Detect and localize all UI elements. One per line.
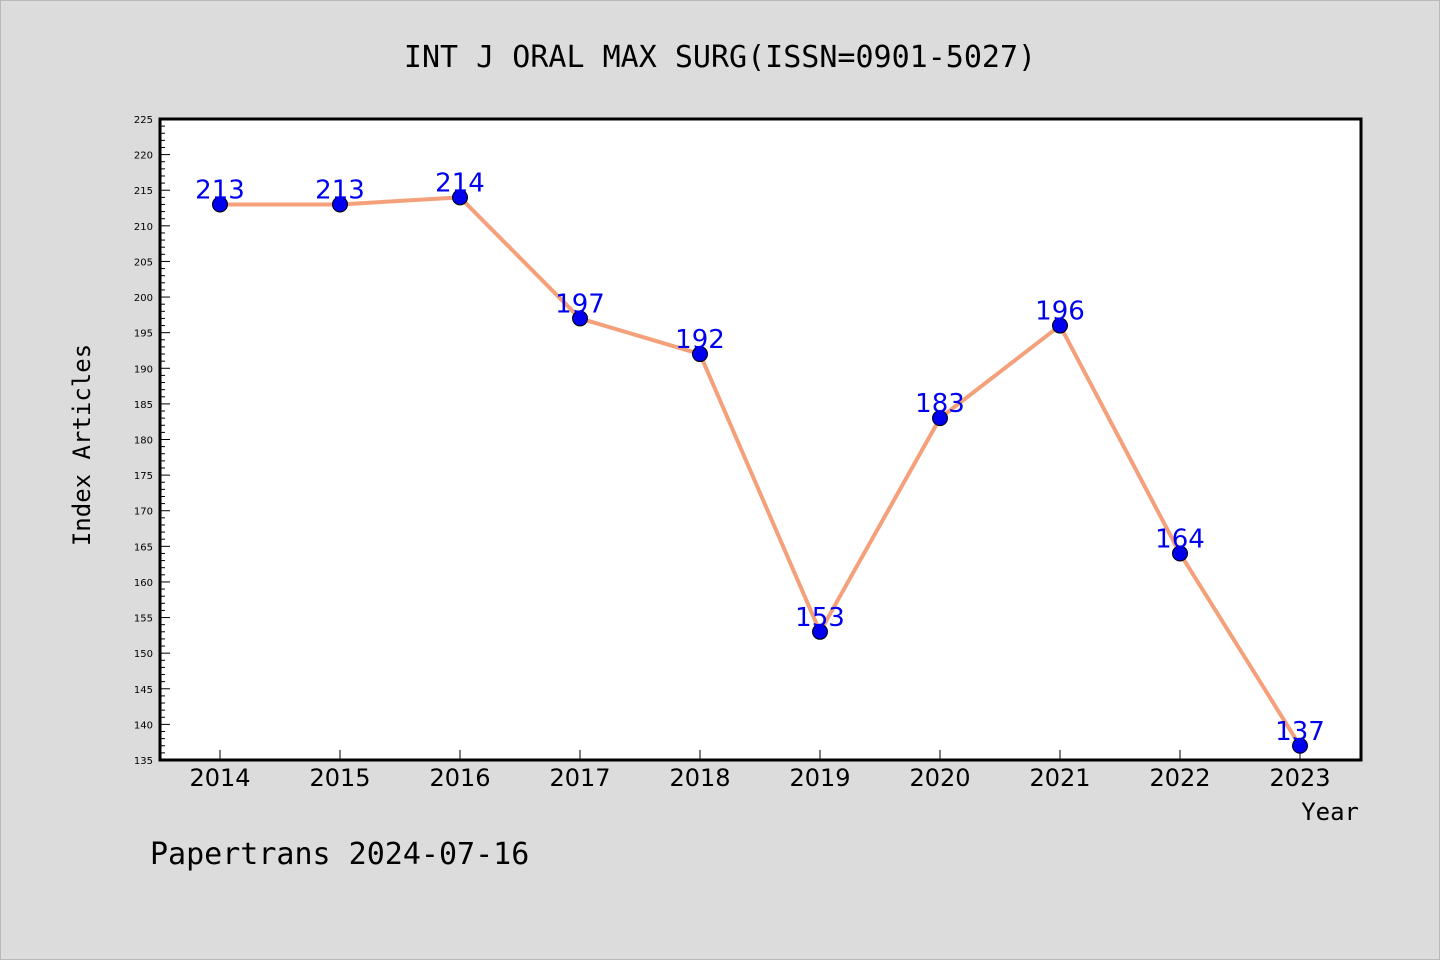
y-axis-title: Index Articles xyxy=(68,344,96,546)
data-label: 213 xyxy=(315,175,365,205)
data-label: 137 xyxy=(1275,717,1325,747)
data-point xyxy=(452,189,468,206)
data-point xyxy=(932,410,948,427)
chart-title: INT J ORAL MAX SURG(ISSN=0901-5027) xyxy=(404,40,1036,75)
x-tick-label: 2015 xyxy=(309,764,370,792)
y-tick-label: 165 xyxy=(134,542,153,553)
y-tick-label: 140 xyxy=(134,720,153,731)
data-point xyxy=(1052,317,1068,334)
y-tick-label: 225 xyxy=(134,115,153,126)
data-label: 214 xyxy=(435,168,485,198)
data-label: 197 xyxy=(555,289,605,319)
y-tick-label: 210 xyxy=(134,222,153,233)
x-axis: 2014 2015 2016 2017 2018 2019 2020 2021 2022 2023 xyxy=(189,750,1331,792)
y-tick-label: 135 xyxy=(134,756,153,767)
y-tick-label: 170 xyxy=(134,507,153,518)
x-tick-label: 2016 xyxy=(429,764,490,792)
data-point xyxy=(572,310,588,327)
x-tick-label: 2019 xyxy=(789,764,850,792)
y-tick-label: 150 xyxy=(134,649,153,660)
y-tick-label: 175 xyxy=(134,471,153,482)
footer-text: Papertrans 2024-07-16 xyxy=(150,837,529,872)
y-tick-label: 195 xyxy=(134,329,153,340)
data-label: 192 xyxy=(675,325,725,355)
data-point xyxy=(812,623,828,640)
x-tick-label: 2018 xyxy=(669,764,730,792)
y-tick-label: 155 xyxy=(134,614,153,625)
x-tick-label: 2017 xyxy=(549,764,610,792)
data-point xyxy=(212,196,228,213)
data-point xyxy=(1292,737,1308,754)
y-tick-label: 205 xyxy=(134,257,153,268)
series-line xyxy=(218,195,1302,748)
data-point xyxy=(692,346,708,363)
data-label: 213 xyxy=(195,175,245,205)
y-tick-label: 160 xyxy=(134,578,153,589)
y-tick-label: 145 xyxy=(134,685,153,696)
data-label: 183 xyxy=(915,389,965,419)
y-tick-label: 215 xyxy=(134,186,153,197)
data-point xyxy=(1172,545,1188,562)
y-tick-label: 200 xyxy=(134,293,153,304)
plot-area xyxy=(158,117,1363,762)
y-tick-label: 185 xyxy=(134,400,153,411)
y-tick-label: 220 xyxy=(134,151,153,162)
data-point xyxy=(332,196,348,213)
x-tick-label: 2014 xyxy=(189,764,250,792)
data-label: 196 xyxy=(1035,297,1085,327)
y-tick-label: 180 xyxy=(134,436,153,447)
data-labels: 213 213 214 197 192 153 183 196 164 137 xyxy=(195,168,1325,746)
data-markers xyxy=(212,189,1308,754)
x-tick-label: 2020 xyxy=(909,764,970,792)
x-tick-label: 2021 xyxy=(1029,764,1090,792)
data-label: 164 xyxy=(1155,524,1205,554)
x-tick-label: 2022 xyxy=(1149,764,1210,792)
y-axis: 135 140 145 150 155 160 165 170 175 180 185 190 195 2… xyxy=(134,115,170,767)
data-label: 153 xyxy=(795,603,845,633)
x-tick-label: 2023 xyxy=(1269,764,1330,792)
x-axis-title: Year xyxy=(1301,798,1359,826)
y-tick-label: 190 xyxy=(134,364,153,375)
